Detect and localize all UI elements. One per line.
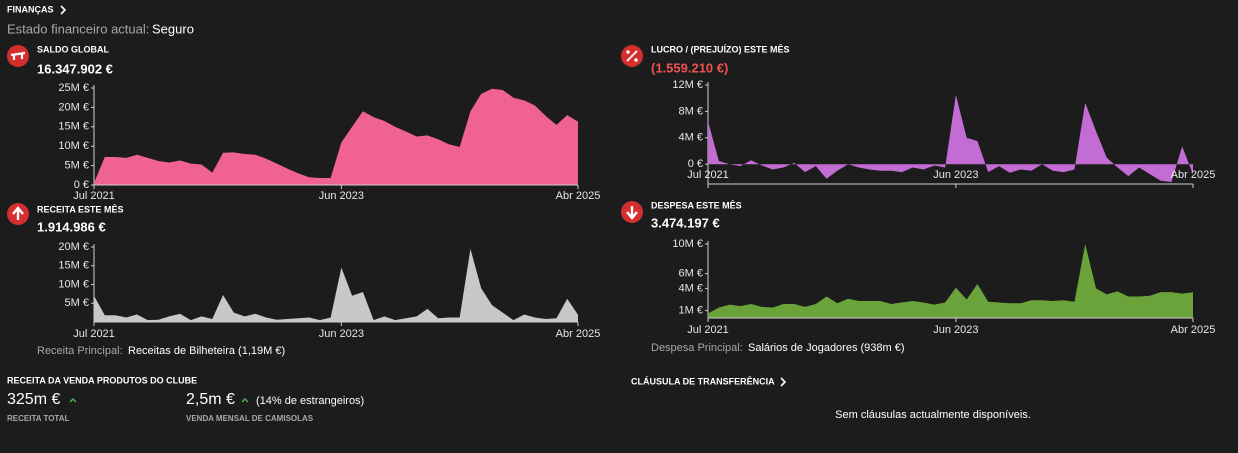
transfer-message: Sem cláusulas actualmente disponíveis. bbox=[835, 409, 1031, 421]
y-tick-label: 20M € bbox=[58, 241, 89, 253]
panel-title: SALDO GLOBAL bbox=[37, 44, 109, 54]
y-tick-label: 6M € bbox=[679, 268, 703, 280]
x-tick-label: Jun 2023 bbox=[319, 328, 364, 340]
note-value: Receitas de Bilheteira (1,19M €) bbox=[128, 345, 285, 357]
y-tick-label: 15M € bbox=[58, 260, 89, 272]
x-tick-label: Jul 2021 bbox=[687, 324, 729, 336]
panel-value: 16.347.902 € bbox=[37, 61, 113, 76]
panel-title: DESPESA ESTE MÊS bbox=[651, 199, 742, 210]
panel-title: RECEITA ESTE MÊS bbox=[37, 203, 124, 214]
y-tick-label: 10M € bbox=[672, 238, 703, 250]
panel-title: LUCRO / (PREJUÍZO) ESTE MÊS bbox=[651, 43, 790, 54]
x-tick-label: Jun 2023 bbox=[933, 169, 978, 181]
y-tick-label: 12M € bbox=[672, 79, 703, 91]
note-value: Salários de Jogadores (938m €) bbox=[748, 342, 905, 354]
area bbox=[708, 244, 1193, 318]
y-tick-label: 1M € bbox=[679, 305, 703, 317]
area bbox=[94, 88, 578, 185]
status-value: Seguro bbox=[152, 21, 194, 36]
icon bbox=[7, 203, 29, 225]
y-tick-label: 20M € bbox=[58, 101, 89, 113]
x-tick-label: Jul 2021 bbox=[73, 190, 115, 202]
note-label: Receita Principal: bbox=[37, 345, 123, 357]
y-tick-label: 4M € bbox=[679, 282, 703, 294]
icon bbox=[7, 45, 29, 67]
x-tick-label: Abr 2025 bbox=[556, 190, 601, 202]
x-tick-label: Jul 2021 bbox=[73, 328, 115, 340]
y-tick-label: 10M € bbox=[58, 140, 89, 152]
shirts-note: (14% de estrangeiros) bbox=[256, 395, 364, 407]
x-tick-label: Jun 2023 bbox=[933, 324, 978, 336]
trend-up bbox=[69, 397, 77, 403]
shirts-value: 2,5m € bbox=[186, 391, 235, 408]
status-label: Estado financeiro actual: bbox=[7, 21, 149, 36]
x-tick-label: Abr 2025 bbox=[556, 328, 601, 340]
area bbox=[94, 248, 578, 322]
y-tick-label: 0 € bbox=[74, 179, 89, 191]
y-tick-label: 0 € bbox=[688, 158, 703, 170]
y-tick-label: 5M € bbox=[65, 160, 89, 172]
panel-value: 3.474.197 € bbox=[651, 215, 720, 230]
y-tick-label: 25M € bbox=[58, 82, 89, 94]
x-tick-label: Abr 2025 bbox=[1171, 169, 1216, 181]
panel-value: (1.559.210 €) bbox=[651, 60, 728, 75]
y-tick-label: 10M € bbox=[58, 278, 89, 290]
club-sales-title: RECEITA DA VENDA PRODUTOS DO CLUBE bbox=[7, 375, 197, 385]
section-title[interactable]: FINANÇAS bbox=[7, 4, 54, 14]
x-tick-label: Jul 2021 bbox=[687, 169, 729, 181]
shirts-label: VENDA MENSAL DE CAMISOLAS bbox=[186, 414, 314, 423]
transfer-title[interactable]: CLÁUSULA DE TRANSFERÊNCIA bbox=[631, 375, 775, 386]
total-label: RECEITA TOTAL bbox=[7, 414, 69, 423]
x-tick-label: Abr 2025 bbox=[1171, 324, 1216, 336]
y-tick-label: 8M € bbox=[679, 105, 703, 117]
trend-up bbox=[241, 397, 249, 403]
y-tick-label: 4M € bbox=[679, 132, 703, 144]
x-tick-label: Jun 2023 bbox=[319, 190, 364, 202]
area bbox=[708, 94, 1193, 183]
y-tick-label: 15M € bbox=[58, 121, 89, 133]
chevron bbox=[780, 377, 787, 387]
y-tick-label: 5M € bbox=[65, 297, 89, 309]
panel-value: 1.914.986 € bbox=[37, 219, 106, 234]
icon bbox=[621, 45, 643, 67]
note-label: Despesa Principal: bbox=[651, 342, 743, 354]
icon bbox=[621, 201, 643, 223]
chevron bbox=[60, 5, 67, 15]
total-value: 325m € bbox=[7, 391, 60, 408]
